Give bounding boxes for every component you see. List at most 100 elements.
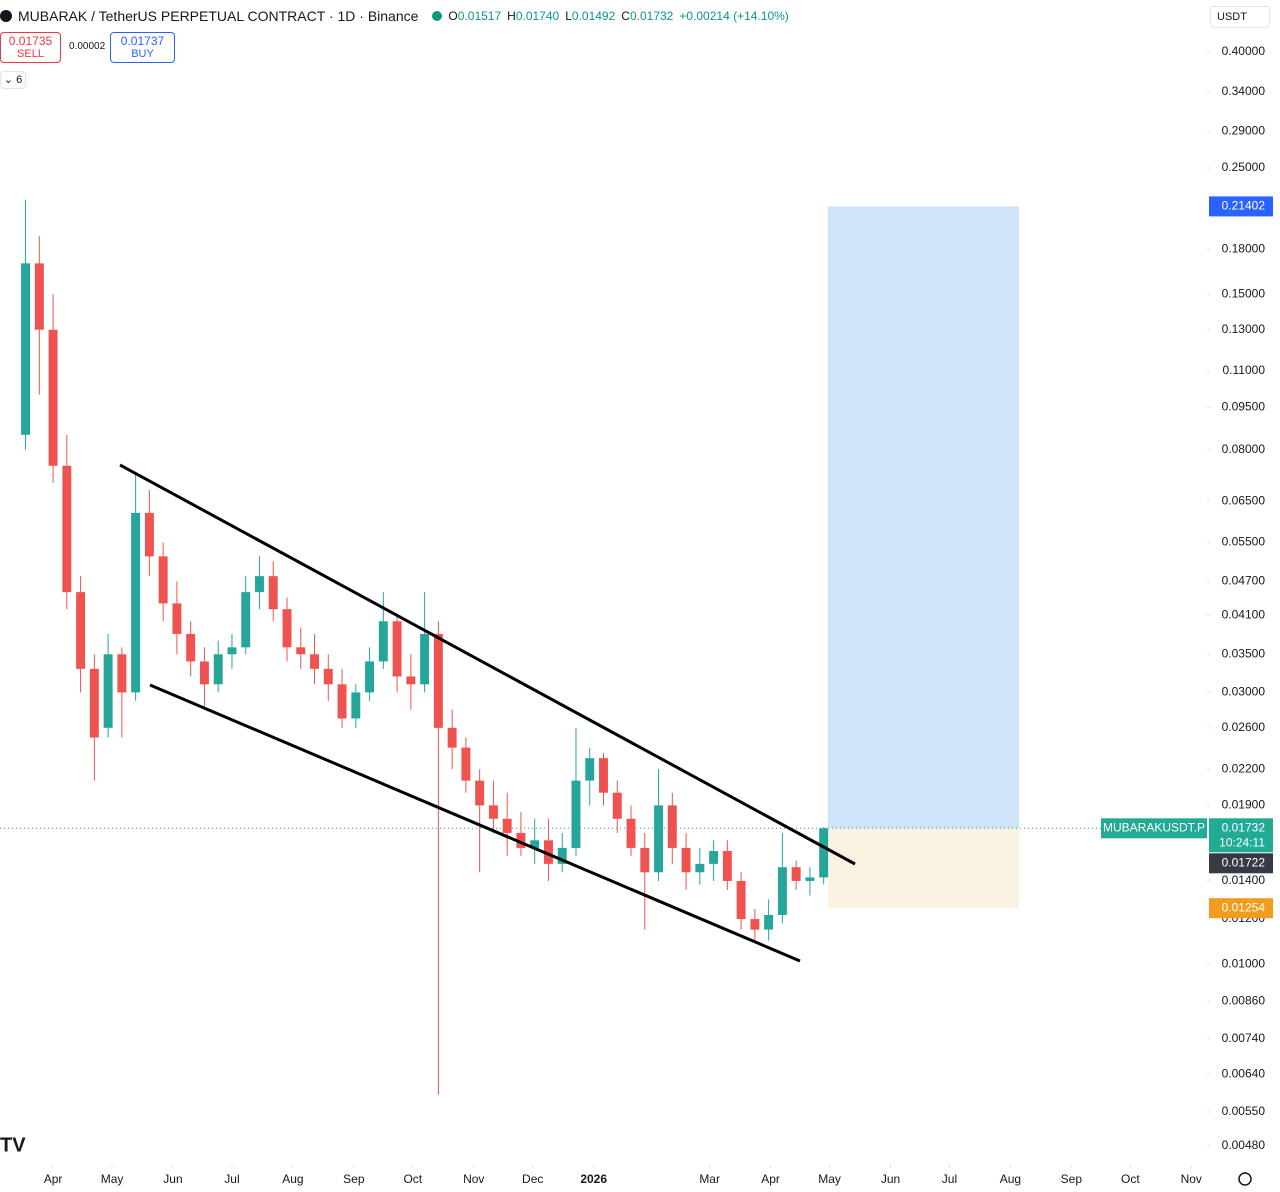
candle-body xyxy=(475,780,485,806)
ohlc-item: C0.01732 xyxy=(621,9,673,23)
candle-body xyxy=(255,576,264,593)
indicators-toggle[interactable]: ⌄ 6 xyxy=(0,71,26,89)
y-tick-label: 0.09500 xyxy=(1222,399,1266,413)
candle-body xyxy=(89,668,99,738)
logo: TV xyxy=(0,1134,26,1156)
ohlc-label: H xyxy=(507,9,516,23)
status-dot xyxy=(432,11,443,21)
currency-select[interactable]: USDT xyxy=(1210,6,1270,28)
candle-body xyxy=(158,556,168,604)
price-tag-box xyxy=(1209,898,1273,919)
x-tick-label: Apr xyxy=(761,1172,780,1186)
candle-body xyxy=(406,676,416,685)
x-tick-label: 2026 xyxy=(580,1172,607,1186)
candle-body xyxy=(378,621,388,662)
x-tick-label: May xyxy=(101,1172,124,1186)
ohlc-value: 0.01517 xyxy=(457,9,502,23)
x-tick-label: Jul xyxy=(224,1172,239,1186)
y-tick-label: 0.15000 xyxy=(1222,286,1266,300)
candle-body xyxy=(433,633,443,728)
price-tag-box xyxy=(1209,853,1273,874)
buy-price: 0.01737 xyxy=(120,34,165,48)
buy-button[interactable]: 0.01737 BUY xyxy=(110,32,175,63)
candle-body xyxy=(805,877,815,881)
candle-body xyxy=(750,919,760,930)
candle-body xyxy=(488,805,498,819)
x-tick-label: Aug xyxy=(282,1172,303,1186)
candle-body xyxy=(571,780,581,848)
candle-body xyxy=(144,512,154,557)
settings-icon[interactable] xyxy=(1238,1172,1252,1186)
candle-body xyxy=(282,609,292,648)
y-tick-label: 0.01400 xyxy=(1222,873,1266,887)
ohlc-label: L xyxy=(565,9,572,23)
y-tick-label: 0.18000 xyxy=(1222,241,1266,255)
x-tick-label: Jul xyxy=(942,1172,957,1186)
symbol-tag: MUBARAKUSDT.P xyxy=(1103,820,1205,834)
trend-line xyxy=(119,463,856,866)
y-tick-label: 0.25000 xyxy=(1222,160,1266,174)
candle-body xyxy=(392,621,402,677)
y-tick-label: 0.05500 xyxy=(1222,535,1266,549)
candle-body xyxy=(21,263,31,435)
candle-body xyxy=(323,668,333,685)
stop-zone xyxy=(827,828,1019,909)
candle-body xyxy=(502,818,512,833)
y-tick-label: 0.00640 xyxy=(1222,1067,1266,1081)
ohlc-value: 0.01732 xyxy=(629,9,674,23)
x-tick-label: Jun xyxy=(881,1172,900,1186)
candle-body xyxy=(227,647,237,655)
candle-body xyxy=(131,512,141,693)
sell-label: SELL xyxy=(17,48,44,60)
candle-body xyxy=(599,758,608,793)
symbol[interactable]: MUBARAK / TetherUS PERPETUAL CONTRACT · … xyxy=(18,8,419,24)
y-tick-label: 0.03000 xyxy=(1222,685,1266,699)
candle-body xyxy=(420,633,430,685)
x-tick-label: Sep xyxy=(343,1172,365,1186)
y-tick-label: 0.02600 xyxy=(1222,720,1266,734)
y-tick-label: 0.00860 xyxy=(1222,994,1266,1008)
candle-body xyxy=(48,329,58,466)
trend-line xyxy=(149,683,801,963)
price-tag-box xyxy=(1209,196,1273,217)
ohlc-value: 0.01740 xyxy=(515,9,560,23)
ohlc-label: C xyxy=(621,9,630,23)
change: +0.00214 (+14.10%) xyxy=(679,9,789,23)
y-tick-label: 0.04700 xyxy=(1222,574,1266,588)
price-tag: 0.21402 xyxy=(1222,199,1266,213)
candle-body xyxy=(241,592,251,648)
candle-body xyxy=(681,847,691,873)
ohlc-item: L0.01492 xyxy=(565,9,615,23)
y-tick-label: 0.00740 xyxy=(1222,1031,1266,1045)
x-tick-label: Nov xyxy=(463,1172,484,1186)
candle-body xyxy=(447,727,457,748)
sell-button[interactable]: 0.01735 SELL xyxy=(0,32,61,63)
x-tick-label: Oct xyxy=(1121,1172,1140,1186)
x-tick-label: Apr xyxy=(44,1172,63,1186)
ohlc-item: O0.01517 xyxy=(448,9,501,23)
x-tick-label: Oct xyxy=(403,1172,422,1186)
y-tick-label: 0.02200 xyxy=(1222,761,1266,775)
x-tick-label: Sep xyxy=(1061,1172,1083,1186)
candle-body xyxy=(530,840,540,848)
countdown: 10:24:11 xyxy=(1219,835,1265,849)
candle-body xyxy=(268,576,278,610)
candle-body xyxy=(709,851,719,864)
y-tick-label: 0.34000 xyxy=(1222,84,1266,98)
y-tick-label: 0.01900 xyxy=(1222,798,1266,812)
y-tick-label: 0.03500 xyxy=(1222,646,1266,660)
x-tick-label: Aug xyxy=(1000,1172,1021,1186)
indicator-count: 6 xyxy=(16,74,23,86)
candle-body xyxy=(213,654,223,685)
y-tick-label: 0.04100 xyxy=(1222,607,1266,621)
x-tick-label: Jun xyxy=(163,1172,182,1186)
y-tick-label: 0.01000 xyxy=(1222,956,1266,970)
x-tick-label: Dec xyxy=(522,1172,543,1186)
candle-body xyxy=(172,603,182,634)
candle-body xyxy=(62,465,72,593)
buy-label: BUY xyxy=(131,48,154,60)
candle-body xyxy=(365,661,375,693)
candle-body xyxy=(695,863,705,873)
